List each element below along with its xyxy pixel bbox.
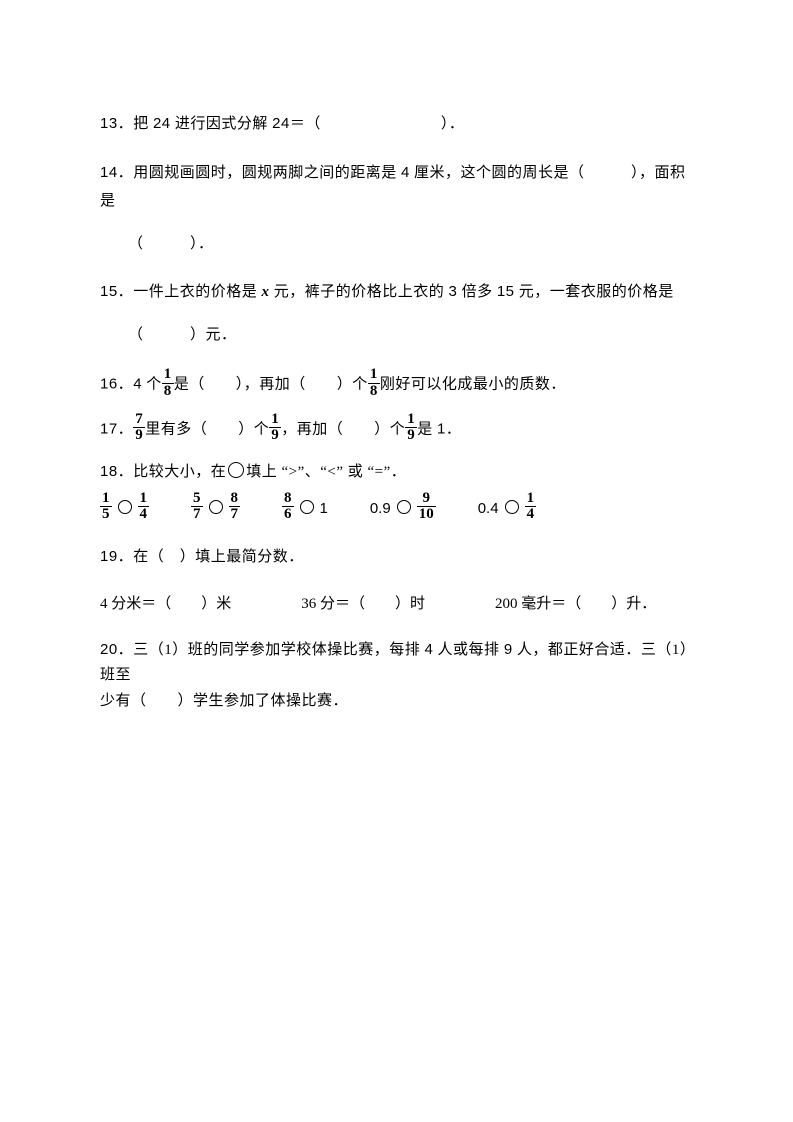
q15-text-d: 元，一套衣服的价格是 xyxy=(515,284,674,300)
q15-add: 15 xyxy=(497,283,515,300)
q16-a: 4 xyxy=(133,376,142,393)
q17-text-c: 是 xyxy=(417,421,437,437)
q17-number: 17． xyxy=(100,420,133,437)
q17-period: ． xyxy=(446,421,462,437)
q18-p2-b: 87 xyxy=(229,491,241,524)
q15-line2: （ ）元． xyxy=(128,321,693,350)
q20-line2: 少有（ ）学生参加了体操比赛． xyxy=(100,693,348,709)
q18-pair-3: 86 1 xyxy=(282,493,328,526)
question-18: 18．比较大小，在 填上 “>”、“<” 或 “=”． xyxy=(100,458,693,487)
question-16: 16．4 个18是（ ），再加（ ）个18刚好可以化成最小的质数． xyxy=(100,369,693,402)
q15-mult: 3 xyxy=(448,283,457,300)
q19-item-3: 200 毫升＝（ ）升． xyxy=(495,592,656,613)
compare-blank[interactable] xyxy=(300,500,314,514)
question-19: 19．在（ ）填上最简分数． xyxy=(100,543,693,572)
q18-pair-2: 57 87 xyxy=(191,493,240,526)
question-14: 14．用圆规画圆时，圆规两脚之间的距离是 4 厘米，这个圆的周长是（ ），面积是… xyxy=(100,159,693,259)
compare-blank[interactable] xyxy=(397,500,411,514)
q18-pair-1: 15 14 xyxy=(100,493,149,526)
q17-text-a: 里有多（ ）个 xyxy=(145,421,269,437)
q17-frac1: 79 xyxy=(133,412,145,445)
question-17: 17．79里有多（ ）个19，再加（ ）个19是 1． xyxy=(100,414,693,447)
q16-text-c: 刚好可以化成最小的质数． xyxy=(380,377,566,393)
q17-frac3: 19 xyxy=(405,412,417,445)
q19-row: 4 分米＝（ ）米 36 分＝（ ）时 200 毫升＝（ ）升． xyxy=(100,592,693,613)
q14-text-a: 用圆规画圆时，圆规两脚之间的距离是 xyxy=(133,165,401,181)
q16-frac1: 18 xyxy=(162,367,174,400)
question-20: 20．三（1）班的同学参加学校体操比赛，每排 4 人或每排 9 人，都正好合适．… xyxy=(100,637,693,715)
q16-number: 16． xyxy=(100,376,133,393)
q14-val: 4 xyxy=(401,164,410,181)
q13-val: 24 xyxy=(153,115,171,132)
q15-number: 15． xyxy=(100,283,133,300)
q18-p5-a: 0.4 xyxy=(478,500,499,517)
q14-number: 14． xyxy=(100,164,133,181)
question-15: 15．一件上衣的价格是 x 元，裤子的价格比上衣的 3 倍多 15 元，一套衣服… xyxy=(100,278,693,349)
compare-blank[interactable] xyxy=(505,500,519,514)
q18-p5-b: 14 xyxy=(525,491,537,524)
q17-frac2: 19 xyxy=(269,412,281,445)
q19-item-1: 4 分米＝（ ）米 xyxy=(100,592,231,613)
q15-text-b: 元，裤子的价格比上衣的 xyxy=(269,284,448,300)
q20-n1: 4 xyxy=(424,641,433,658)
q15-text-a: 一件上衣的价格是 xyxy=(133,284,261,300)
q13-blank-close: ）． xyxy=(441,116,465,132)
q18-text: 比较大小，在 xyxy=(133,464,226,480)
q18-pair-4: 0.9 910 xyxy=(370,493,436,526)
q13-text-pre: 把 xyxy=(133,116,153,132)
q20-n2: 9 xyxy=(504,641,513,658)
q13-eq: 24＝ xyxy=(272,115,305,132)
q18-number: 18． xyxy=(100,463,133,480)
q18-p4-a: 0.9 xyxy=(370,500,391,517)
q20-text-a: 三（1）班的同学参加学校体操比赛，每排 xyxy=(133,642,424,658)
q13-text-mid: 进行因式分解 xyxy=(171,116,273,132)
circle-icon xyxy=(228,462,244,478)
q20-text-b: 人或每排 xyxy=(433,642,504,658)
worksheet-page: 13．把 24 进行因式分解 24＝（）． 14．用圆规画圆时，圆规两脚之间的距… xyxy=(0,0,793,714)
q18-p2-a: 57 xyxy=(191,491,203,524)
q16-frac2: 18 xyxy=(368,367,380,400)
q18-p4-b: 910 xyxy=(417,491,436,524)
q18-p1-a: 15 xyxy=(100,491,112,524)
compare-blank[interactable] xyxy=(118,500,132,514)
q16-text-b: 是（ ），再加（ ）个 xyxy=(174,377,368,393)
q16-text-a: 个 xyxy=(142,377,162,393)
q18-comparison-row: 15 14 57 87 86 1 0.9 910 0.4 14 xyxy=(100,493,693,526)
q15-text-c: 倍多 xyxy=(457,284,497,300)
q13-number: 13． xyxy=(100,115,133,132)
q13-blank-open: （ xyxy=(305,116,321,132)
q17-text-b: ，再加（ ）个 xyxy=(281,421,405,437)
question-13: 13．把 24 进行因式分解 24＝（ ）． xyxy=(100,110,693,139)
compare-blank[interactable] xyxy=(209,500,223,514)
q20-number: 20． xyxy=(100,641,133,658)
q17-one: 1 xyxy=(437,420,446,437)
q18-p3-b: 1 xyxy=(320,500,328,517)
q18-text2: 填上 “>”、“<” 或 “=”． xyxy=(246,464,406,480)
q19-text: 在（ ）填上最简分数． xyxy=(133,549,304,565)
q14-line2: （ ）． xyxy=(128,230,693,259)
q18-p1-b: 14 xyxy=(138,491,150,524)
q19-number: 19． xyxy=(100,548,133,565)
q18-pair-5: 0.4 14 xyxy=(478,493,536,526)
q18-p3-a: 86 xyxy=(282,491,294,524)
q19-item-2: 36 分＝（ ）时 xyxy=(301,592,425,613)
